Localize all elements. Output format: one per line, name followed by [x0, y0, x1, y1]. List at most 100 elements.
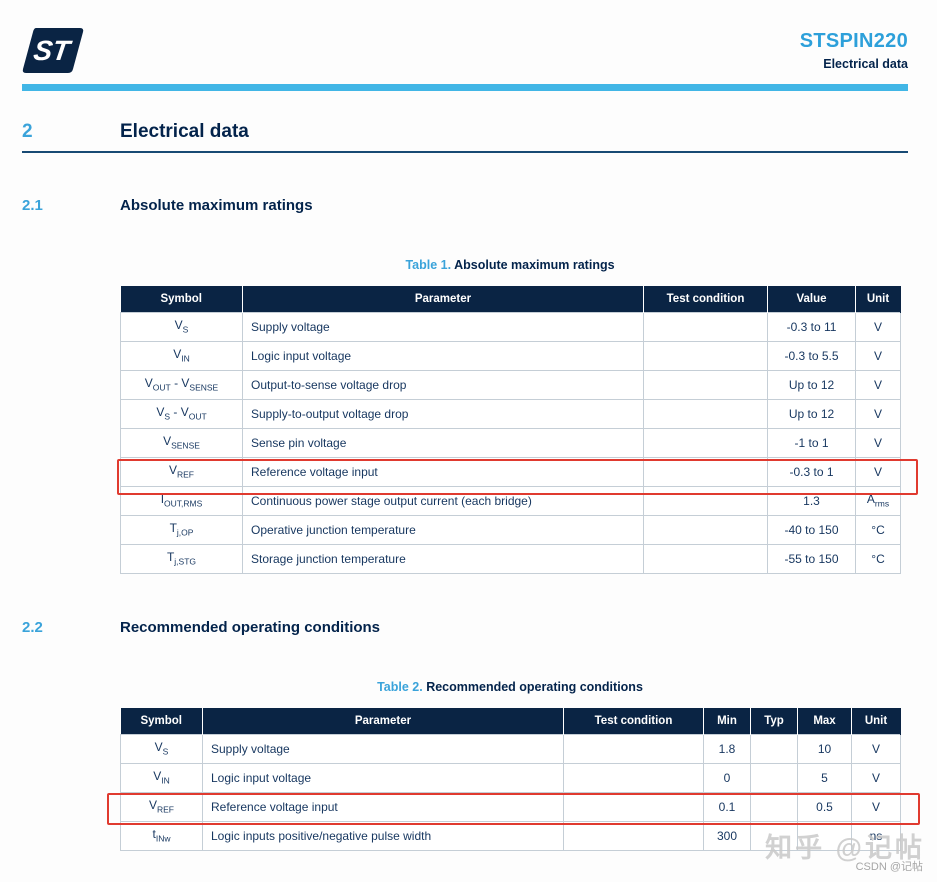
table-row: VS - VOUT Supply-to-output voltage drop Up…	[120, 398, 901, 429]
table-cell	[563, 733, 704, 764]
header-brand: STSPIN220 Electrical data	[800, 30, 908, 71]
table-cell: V	[855, 427, 901, 458]
table-row-highlighted: VREF Reference voltage input 0.1 0.5 V	[120, 791, 901, 822]
table-cell: VIN	[120, 762, 203, 793]
column-header: Parameter	[242, 286, 644, 312]
table-cell: Output-to-sense voltage drop	[242, 369, 644, 400]
table-cell: 1.8	[703, 733, 751, 764]
table-cell	[643, 398, 768, 429]
table-cell: Logic input voltage	[202, 762, 564, 793]
header-subtitle: Electrical data	[823, 57, 908, 71]
table-cell: tINw	[120, 820, 203, 851]
table-cell	[750, 820, 798, 851]
table-cell	[750, 791, 798, 822]
table-cell: VS	[120, 311, 243, 342]
table-cell: V	[855, 398, 901, 429]
table-cell: Logic input voltage	[242, 340, 644, 371]
table-cell	[797, 820, 852, 851]
table-row: Tj,OP Operative junction temperature -40 t…	[120, 514, 901, 545]
table-cell: °C	[855, 514, 901, 545]
section-divider	[22, 151, 908, 153]
table-cell: Logic inputs positive/negative pulse wid…	[202, 820, 564, 851]
table-cell: -0.3 to 1	[767, 456, 856, 487]
table-row: VOUT - VSENSE Output-to-sense voltage dro…	[120, 369, 901, 400]
csdn-watermark: CSDN @记帖	[855, 861, 923, 873]
section-number: 2.1	[22, 197, 43, 214]
table-cell: VREF	[120, 456, 243, 487]
table-cell: Arms	[855, 485, 901, 516]
section-title: Electrical data	[120, 121, 249, 142]
table-cell	[643, 369, 768, 400]
table-cell: -0.3 to 5.5	[767, 340, 856, 371]
table-cell: VREF	[120, 791, 203, 822]
table-caption-label: Table 1.	[405, 258, 452, 272]
column-header: Symbol	[120, 708, 203, 734]
table-cell: V	[855, 456, 901, 487]
table-cell: ns	[851, 820, 901, 851]
table-cell: Reference voltage input	[242, 456, 644, 487]
table-cell: 10	[797, 733, 852, 764]
column-header: Unit	[855, 286, 901, 312]
table2-caption: Table 2. Recommended operating condition…	[120, 680, 900, 694]
table-cell: IOUT,RMS	[120, 485, 243, 516]
table-cell	[643, 340, 768, 371]
column-header: Unit	[851, 708, 901, 734]
table-cell	[643, 485, 768, 516]
table-cell: 5	[797, 762, 852, 793]
table-cell	[643, 311, 768, 342]
section-number: 2	[22, 121, 33, 142]
table-cell: Tj,STG	[120, 543, 243, 574]
table-cell	[643, 543, 768, 574]
table-row: tINw Logic inputs positive/negative pulse…	[120, 820, 901, 851]
svg-text:ST: ST	[32, 35, 75, 66]
table-cell: °C	[855, 543, 901, 574]
table-cell: VSENSE	[120, 427, 243, 458]
table-cell	[643, 456, 768, 487]
column-header: Symbol	[120, 286, 243, 312]
table-cell: 0	[703, 762, 751, 793]
table-cell	[750, 733, 798, 764]
column-header: Max	[797, 708, 852, 734]
table-cell: V	[851, 762, 901, 793]
table-cell: Continuous power stage output current (e…	[242, 485, 644, 516]
table-cell: 0.5	[797, 791, 852, 822]
table-cell: Up to 12	[767, 398, 856, 429]
table-cell: -40 to 150	[767, 514, 856, 545]
table-cell: VS	[120, 733, 203, 764]
section-title: Recommended operating conditions	[120, 619, 381, 636]
table-cell	[563, 762, 704, 793]
table-cell	[563, 791, 704, 822]
column-header: Parameter	[202, 708, 564, 734]
table-cell: Tj,OP	[120, 514, 243, 545]
section-title: Absolute maximum ratings	[120, 197, 313, 214]
table-cell: V	[855, 369, 901, 400]
absolute-maximum-ratings-table: Symbol Parameter Test condition Value Unit VS…	[120, 286, 901, 574]
table-cell: 0.1	[703, 791, 751, 822]
table-cell: V	[851, 733, 901, 764]
table1-caption: Table 1. Absolute maximum ratings	[120, 258, 900, 272]
table-cell: -1 to 1	[767, 427, 856, 458]
table-cell: Reference voltage input	[202, 791, 564, 822]
table-cell: Supply-to-output voltage drop	[242, 398, 644, 429]
table-cell: Sense pin voltage	[242, 427, 644, 458]
table-cell: VS - VOUT	[120, 398, 243, 429]
table-cell: V	[855, 311, 901, 342]
table-caption-label: Table 2.	[377, 680, 423, 694]
table-cell: VOUT - VSENSE	[120, 369, 243, 400]
table-row: VIN Logic input voltage 0 5 V	[120, 762, 901, 793]
table-cell: -55 to 150	[767, 543, 856, 574]
table-cell	[750, 762, 798, 793]
table-cell: -0.3 to 11	[767, 311, 856, 342]
table-cell: Supply voltage	[202, 733, 564, 764]
table-cell: Storage junction temperature	[242, 543, 644, 574]
zhihu-watermark: 知乎 @记帖	[765, 833, 925, 863]
column-header: Test condition	[643, 286, 768, 312]
table-cell: Supply voltage	[242, 311, 644, 342]
table-cell: VIN	[120, 340, 243, 371]
table-cell	[643, 427, 768, 458]
column-header: Typ	[750, 708, 798, 734]
table-row: Tj,STG Storage junction temperature -55 to…	[120, 543, 901, 574]
table-cell: Operative junction temperature	[242, 514, 644, 545]
